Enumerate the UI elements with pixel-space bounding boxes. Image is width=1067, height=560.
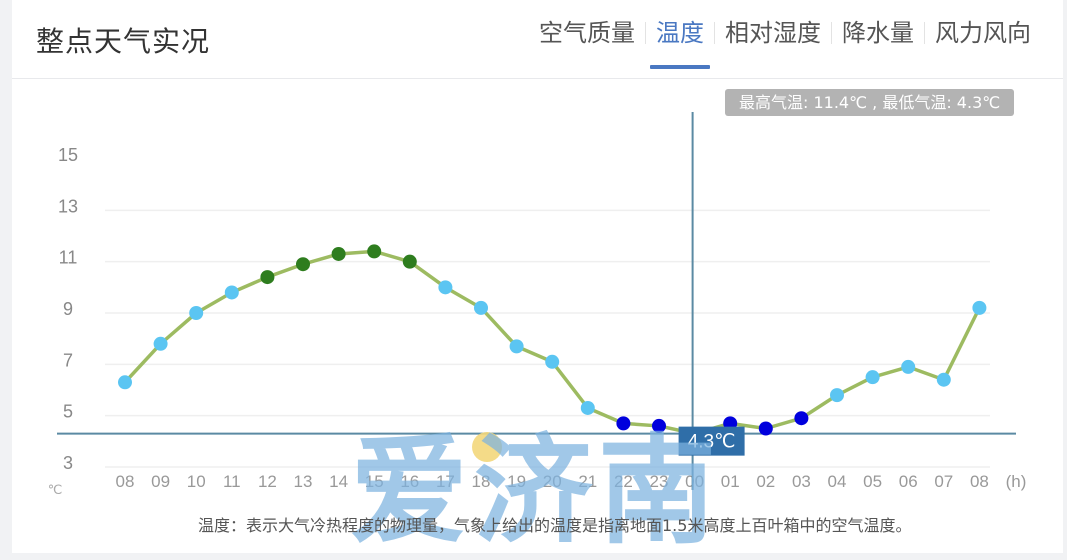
tab-divider <box>714 22 715 44</box>
tab-precipitation[interactable]: 降水量 <box>842 19 914 47</box>
data-point[interactable] <box>936 372 951 387</box>
card-header: 整点天气实况 空气质量 温度 相对湿度 降水量 风力风向 <box>12 0 1063 79</box>
temperature-description: 温度：表示大气冷热程度的物理量，气象上给出的温度是指离地面1.5米高度上百叶箱中… <box>198 516 912 535</box>
x-tick-label: 10 <box>187 472 206 491</box>
x-tick-label: 00 <box>685 472 704 491</box>
y-tick-label: 9 <box>63 299 73 319</box>
data-point[interactable] <box>118 375 132 390</box>
data-point[interactable] <box>331 246 346 261</box>
data-point[interactable] <box>438 280 453 295</box>
data-point[interactable] <box>224 285 239 300</box>
x-tick-label: 11 <box>223 472 241 491</box>
y-tick-label: 11 <box>59 248 78 268</box>
y-unit-label: ℃ <box>48 482 63 497</box>
card-title: 整点天气实况 <box>36 25 211 58</box>
x-tick-label: 02 <box>756 472 775 491</box>
x-tick-label: 20 <box>543 472 562 491</box>
x-tick-label: 03 <box>792 472 811 491</box>
x-tick-label: 13 <box>294 472 313 491</box>
y-tick-label: 7 <box>63 350 73 370</box>
min-max-badge: 最高气温: 11.4℃ , 最低气温: 4.3℃ <box>725 89 1015 116</box>
data-point[interactable] <box>189 306 204 320</box>
data-point[interactable] <box>580 400 595 415</box>
x-tick-label: 04 <box>828 472 847 491</box>
x-tick-label: 19 <box>507 472 526 491</box>
tab-temperature[interactable]: 温度 <box>646 16 714 69</box>
tab-air-quality[interactable]: 空气质量 <box>539 19 635 47</box>
tooltip-box <box>678 426 745 456</box>
x-tick-label: 05 <box>863 472 882 491</box>
data-point[interactable] <box>545 354 560 369</box>
data-point[interactable] <box>652 418 666 433</box>
x-tick-label: 08 <box>116 472 135 491</box>
y-tick-label: 15 <box>58 145 78 165</box>
x-tick-label: 07 <box>934 472 953 491</box>
y-tick-label: 5 <box>63 402 73 422</box>
x-unit-label: (h) <box>1006 472 1027 491</box>
x-tick-label: 22 <box>614 472 633 491</box>
x-tick-label: 14 <box>329 472 348 491</box>
data-point[interactable] <box>153 336 168 351</box>
tooltip-value: 4.3℃ <box>688 432 736 453</box>
x-tick-label: 23 <box>650 472 669 491</box>
x-tick-label: 16 <box>400 472 419 491</box>
data-point[interactable] <box>865 370 880 385</box>
data-point[interactable] <box>901 359 916 374</box>
temperature-line <box>123 249 981 436</box>
x-tick-label: 21 <box>578 472 597 491</box>
x-tick-label: 08 <box>970 472 989 491</box>
data-point[interactable] <box>367 244 382 259</box>
data-point[interactable] <box>616 416 631 431</box>
data-point[interactable] <box>260 270 275 285</box>
data-point[interactable] <box>296 257 310 272</box>
data-point[interactable] <box>509 339 524 354</box>
data-point[interactable] <box>972 300 987 315</box>
x-tick-label: 09 <box>151 472 170 491</box>
x-tick-label: 12 <box>258 472 277 491</box>
tab-humidity[interactable]: 相对湿度 <box>725 19 821 47</box>
y-tick-label: 3 <box>63 453 73 473</box>
tab-divider <box>831 22 832 44</box>
x-tick-label: 17 <box>436 472 455 491</box>
x-tick-label: 15 <box>365 472 384 491</box>
data-point[interactable] <box>794 411 809 426</box>
x-tick-label: 01 <box>721 472 740 491</box>
tab-bar: 空气质量 温度 相对湿度 降水量 风力风向 <box>529 16 1041 69</box>
x-tick-label: 18 <box>472 472 491 491</box>
data-point[interactable] <box>758 421 773 436</box>
tab-wind[interactable]: 风力风向 <box>935 19 1031 47</box>
data-point[interactable] <box>402 254 417 269</box>
tab-divider <box>645 22 646 44</box>
y-tick-label: 13 <box>58 196 78 216</box>
x-tick-label: 06 <box>899 472 918 491</box>
data-point[interactable] <box>474 300 488 315</box>
tab-divider <box>924 22 925 44</box>
data-point[interactable] <box>830 388 844 403</box>
watermark-heart-icon <box>472 432 502 462</box>
